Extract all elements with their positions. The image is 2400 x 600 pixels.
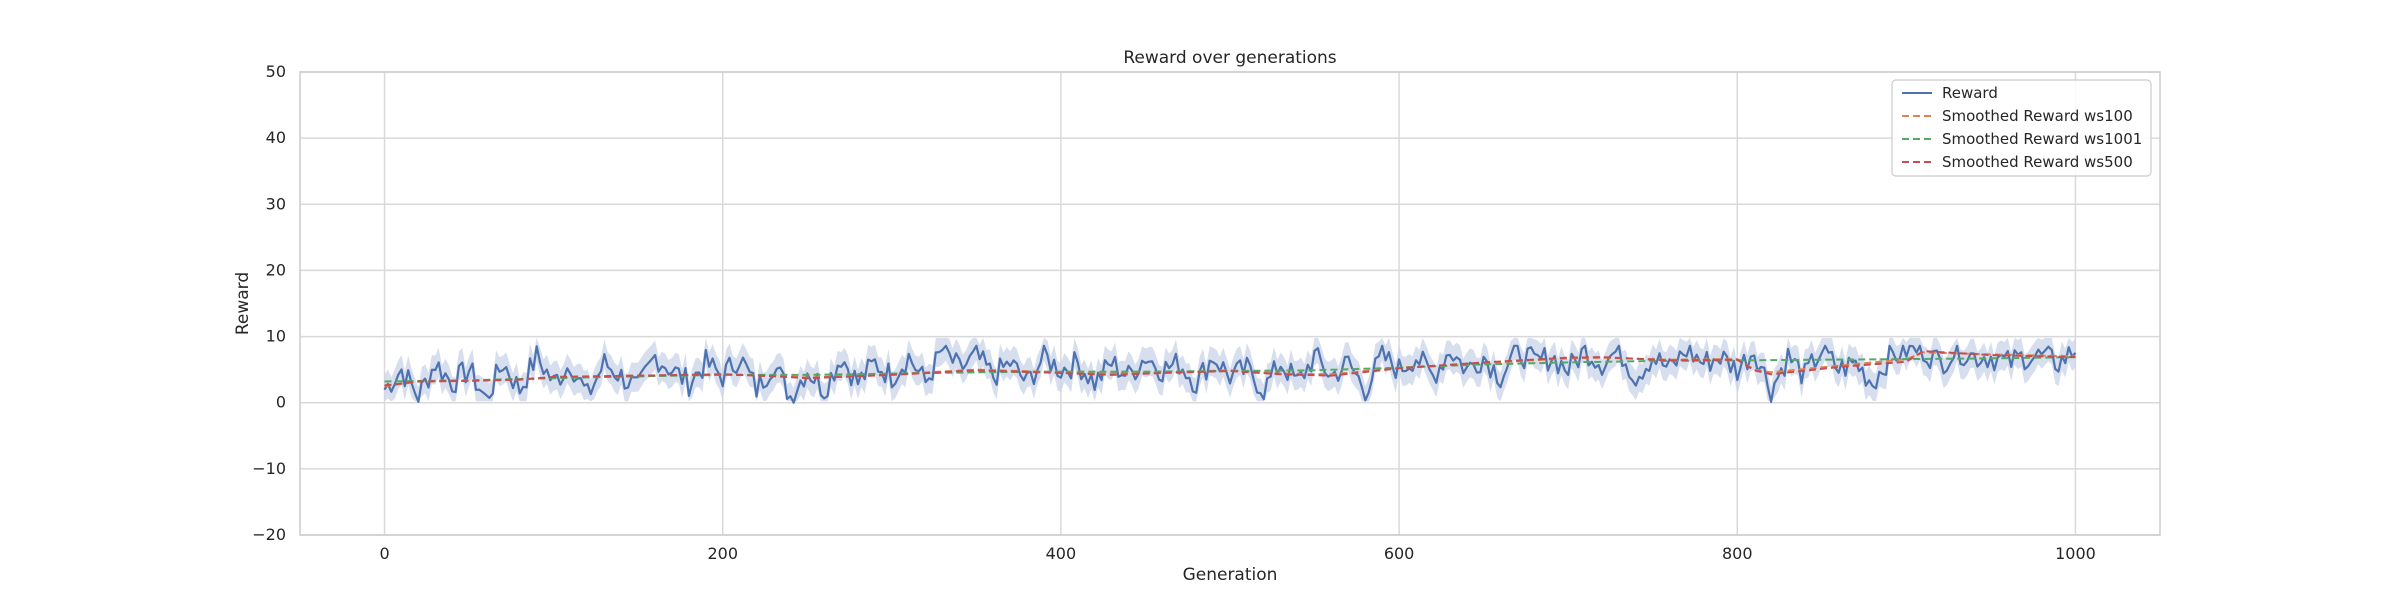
plot-frame: [299, 71, 2161, 536]
series-smoothed-line-3: [384, 350, 2076, 387]
legend-entry: Smoothed Reward ws100: [1942, 107, 2133, 125]
legend-entry: Smoothed Reward ws500: [1942, 153, 2133, 171]
legend-entry: Reward: [1942, 84, 1998, 102]
y-axis-ticks: −20 −10 0 10 20 30 40 50: [252, 62, 286, 544]
x-tick-label: 800: [1722, 544, 1753, 563]
y-tick-label: 10: [266, 327, 286, 346]
reward-confidence-band: [384, 337, 2076, 402]
legend-box: [1891, 79, 2152, 177]
x-axis-label: Generation: [1183, 565, 1278, 585]
legend-entry: Smoothed Reward ws1001: [1942, 130, 2142, 148]
y-tick-label: 20: [266, 260, 286, 279]
y-axis-label: Reward: [233, 272, 253, 335]
x-tick-label: 400: [1046, 544, 1077, 563]
x-tick-label: 600: [1384, 544, 1415, 563]
series-smoothed-line-2: [384, 356, 2076, 383]
y-tick-label: −20: [252, 525, 286, 544]
x-axis-ticks: 0 200 400 600 800 1000: [379, 544, 2095, 563]
y-tick-label: 30: [266, 194, 286, 213]
y-tick-label: 50: [266, 62, 286, 81]
plot-area: [383, 337, 2077, 404]
x-tick-label: 0: [379, 544, 389, 563]
x-tick-label: 1000: [2055, 544, 2096, 563]
y-tick-label: 0: [276, 393, 286, 412]
legend: Reward Smoothed Reward ws100 Smoothed Rewa…: [1891, 79, 2152, 177]
chart-title: Reward over generations: [1123, 48, 1336, 68]
y-tick-label: 40: [266, 128, 286, 147]
y-tick-label: −10: [252, 459, 286, 478]
x-tick-label: 200: [707, 544, 738, 563]
